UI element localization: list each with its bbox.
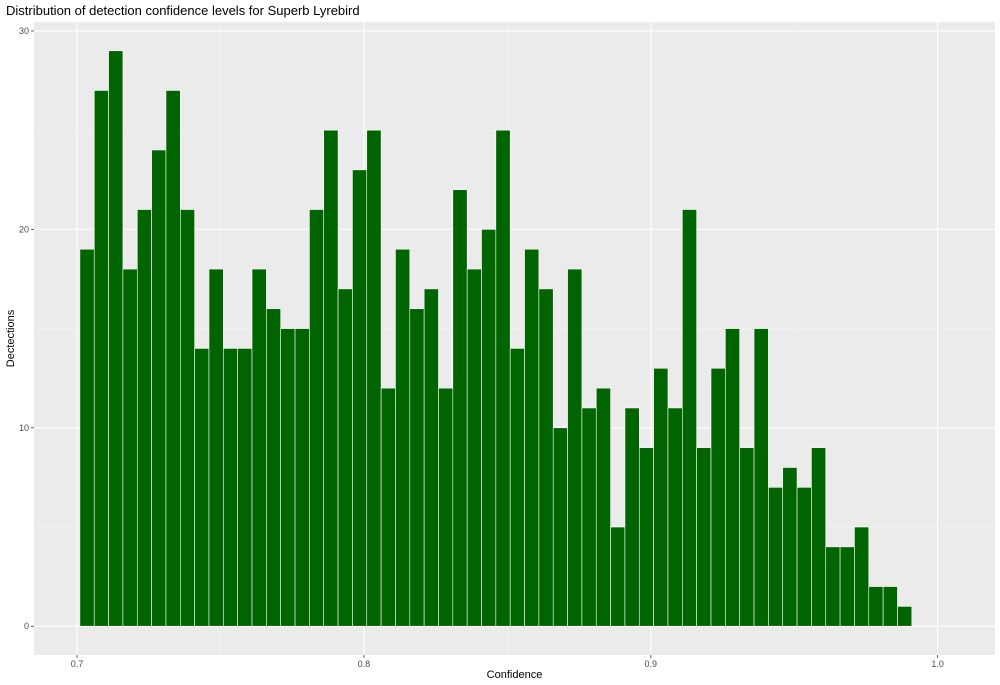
histogram-bar xyxy=(524,248,540,627)
histogram-bar xyxy=(667,407,683,627)
histogram-bar xyxy=(438,387,454,627)
histogram-bar xyxy=(452,189,468,627)
histogram-bar xyxy=(581,407,597,627)
histogram-bar xyxy=(610,526,626,627)
histogram-bar xyxy=(208,268,224,627)
y-tick-label: 30 xyxy=(19,26,29,36)
histogram-bar xyxy=(739,447,755,627)
histogram-bar xyxy=(567,268,583,627)
histogram-bar xyxy=(466,268,482,627)
histogram-bar xyxy=(839,546,855,627)
histogram-bar xyxy=(108,50,124,627)
histogram-bar xyxy=(811,447,827,627)
histogram-bar xyxy=(682,209,697,627)
histogram-bar xyxy=(753,328,769,627)
histogram-bar xyxy=(882,586,898,627)
histogram-bar xyxy=(266,308,282,627)
histogram-bar xyxy=(509,348,525,627)
histogram-bar xyxy=(323,129,339,627)
x-tick-label: 0.9 xyxy=(645,659,658,669)
histogram-bar xyxy=(165,90,181,627)
histogram-bar xyxy=(725,328,740,627)
histogram-bar xyxy=(180,209,195,627)
histogram-bar xyxy=(552,427,568,627)
y-axis: 0 10 20 30 xyxy=(19,26,34,631)
histogram-bar xyxy=(151,149,167,627)
y-tick-label: 10 xyxy=(19,423,29,433)
histogram-bar xyxy=(868,586,884,627)
y-tick-label: 0 xyxy=(24,621,29,631)
x-tick-label: 0.8 xyxy=(358,659,371,669)
histogram-bar xyxy=(79,248,95,627)
x-tick-label: 1.0 xyxy=(931,659,944,669)
histogram-bar xyxy=(409,308,425,627)
histogram-bar xyxy=(309,209,325,627)
histogram-bar xyxy=(782,467,798,627)
histogram-bar xyxy=(352,169,368,627)
histogram-bar xyxy=(237,348,253,627)
histogram-bar xyxy=(380,387,396,627)
histogram-bar xyxy=(538,288,554,627)
histogram-bar xyxy=(854,526,870,627)
histogram-bar xyxy=(395,248,411,627)
histogram-bar xyxy=(710,367,726,627)
histogram-bar xyxy=(796,487,812,627)
histogram-bar xyxy=(294,328,310,627)
histogram-bars xyxy=(79,50,913,627)
x-tick-label: 0.7 xyxy=(71,659,84,669)
histogram-bar xyxy=(481,229,497,627)
histogram-bar xyxy=(251,268,267,627)
y-tick-label: 20 xyxy=(19,224,29,234)
histogram-bar xyxy=(653,367,669,627)
x-axis: 0.7 0.8 0.9 1.0 xyxy=(71,655,944,669)
histogram-bar xyxy=(624,407,640,627)
chart-title: Distribution of detection confidence lev… xyxy=(6,3,360,18)
histogram-bar xyxy=(897,606,913,627)
y-axis-title: Dectections xyxy=(5,309,17,367)
histogram-bar xyxy=(223,348,238,627)
histogram-bar xyxy=(93,90,109,627)
histogram-bar xyxy=(136,209,152,627)
histogram-bar xyxy=(122,268,138,627)
histogram-bar xyxy=(768,487,784,627)
x-axis-title: Confidence xyxy=(487,669,543,681)
histogram-bar xyxy=(595,387,611,627)
histogram-bar xyxy=(366,129,382,627)
histogram-bar xyxy=(423,288,439,627)
histogram-bar xyxy=(638,447,654,627)
histogram-bar xyxy=(280,328,296,627)
histogram-bar xyxy=(337,288,353,627)
histogram-bar xyxy=(825,546,841,627)
histogram-bar xyxy=(495,129,511,627)
histogram-bar xyxy=(696,447,712,627)
histogram-bar xyxy=(194,348,210,627)
